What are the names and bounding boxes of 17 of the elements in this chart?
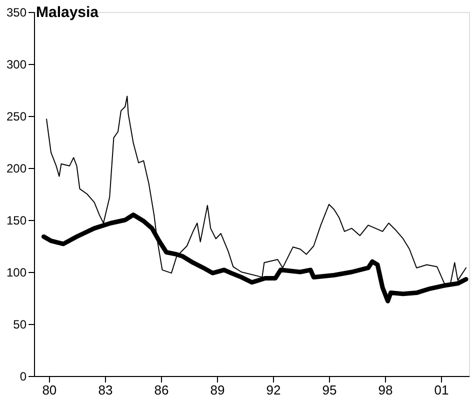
y-tick-label: 250 <box>6 110 27 124</box>
x-tick-label: 83 <box>98 382 113 398</box>
chart-title: Malaysia <box>36 4 100 21</box>
y-tick-label: 300 <box>6 58 27 72</box>
x-tick-label: 89 <box>210 382 225 398</box>
x-tick-label: 98 <box>378 382 393 398</box>
x-tick-label: 80 <box>42 382 57 398</box>
y-tick-label: 100 <box>6 266 27 280</box>
x-tick-label: 86 <box>154 382 169 398</box>
x-tick-label: 01 <box>434 382 449 398</box>
x-tick-label: 92 <box>266 382 281 398</box>
y-tick-label: 150 <box>6 214 27 228</box>
y-tick-label: 350 <box>6 6 27 20</box>
x-tick-label: 95 <box>322 382 337 398</box>
y-tick-label: 0 <box>20 370 27 384</box>
y-tick-label: 50 <box>13 318 27 332</box>
y-tick-label: 200 <box>6 162 27 176</box>
